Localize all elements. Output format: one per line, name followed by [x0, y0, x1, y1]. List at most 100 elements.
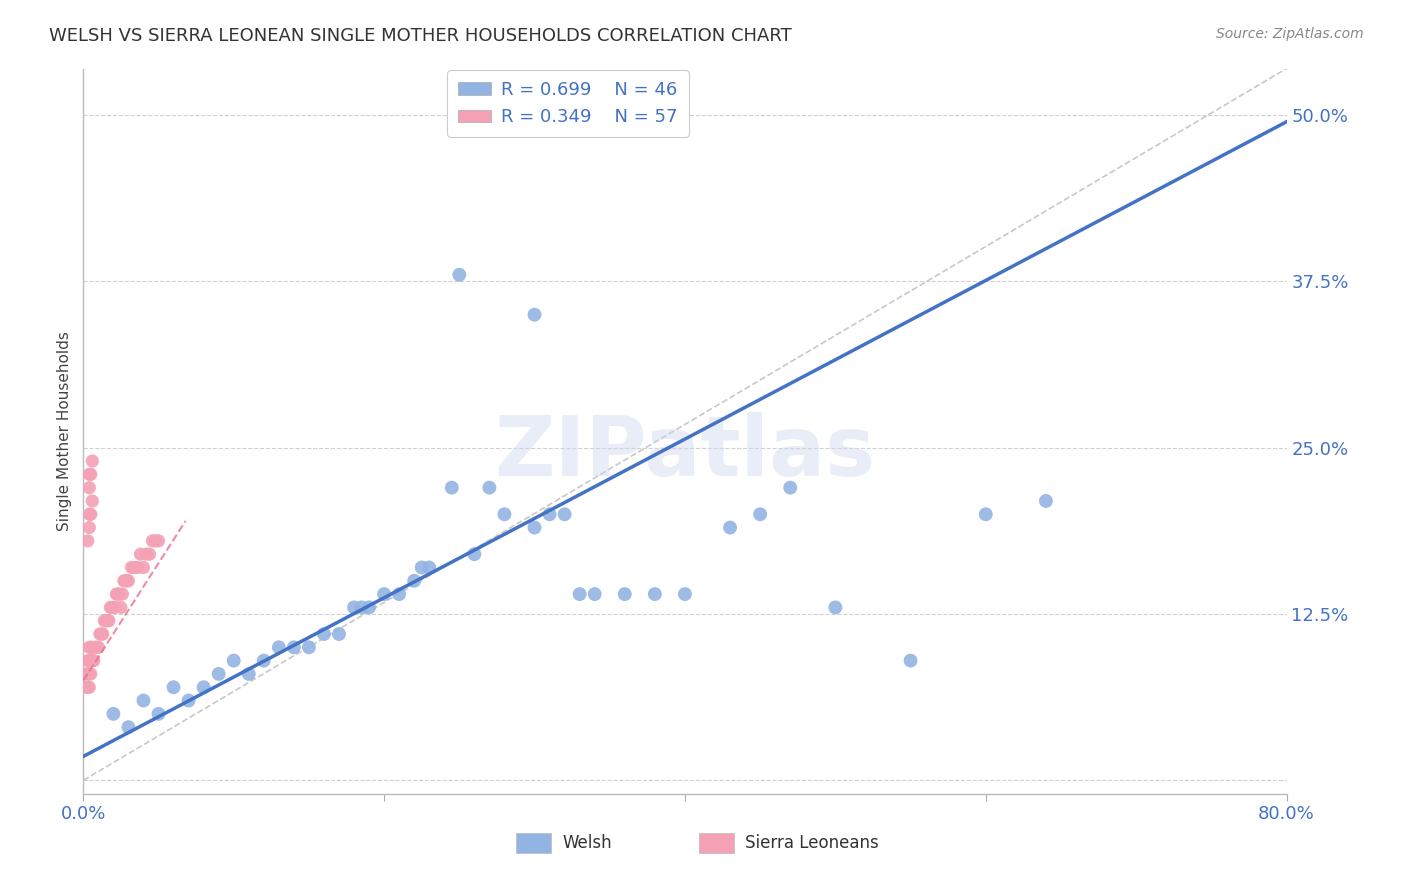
Point — [120, 560, 142, 574]
Point — [312, 627, 335, 641]
Point — [115, 574, 138, 588]
Point — [132, 693, 155, 707]
Point — [93, 614, 115, 628]
Point — [404, 574, 426, 588]
Point — [108, 587, 131, 601]
Point — [80, 467, 103, 482]
Point — [110, 600, 132, 615]
Point — [80, 508, 103, 522]
Text: ZIPatlas: ZIPatlas — [495, 412, 876, 493]
Point — [107, 587, 129, 601]
Point — [613, 587, 636, 601]
Point — [80, 640, 103, 655]
Y-axis label: Single Mother Households: Single Mother Households — [58, 331, 72, 531]
Point — [148, 533, 170, 548]
Point — [148, 706, 170, 721]
Point — [900, 654, 922, 668]
Point — [82, 454, 104, 468]
Text: WELSH VS SIERRA LEONEAN SINGLE MOTHER HOUSEHOLDS CORRELATION CHART: WELSH VS SIERRA LEONEAN SINGLE MOTHER HO… — [49, 27, 792, 45]
Point — [478, 481, 501, 495]
Text: Sierra Leoneans: Sierra Leoneans — [745, 834, 879, 852]
Point — [104, 600, 127, 615]
Point — [79, 640, 101, 655]
Point — [76, 667, 98, 681]
Point — [80, 654, 103, 668]
Point — [79, 520, 101, 534]
Point — [418, 560, 440, 574]
Point — [82, 654, 104, 668]
Point — [132, 560, 155, 574]
Point — [114, 574, 136, 588]
Point — [343, 600, 366, 615]
Point — [84, 640, 107, 655]
Point — [749, 508, 772, 522]
Point — [824, 600, 846, 615]
Point — [103, 600, 125, 615]
Point — [208, 667, 231, 681]
Point — [75, 680, 97, 694]
Text: Welsh: Welsh — [562, 834, 612, 852]
Point — [97, 614, 120, 628]
Point — [162, 680, 184, 694]
Point — [124, 560, 146, 574]
Point — [105, 587, 128, 601]
Point — [79, 467, 101, 482]
Point — [538, 508, 561, 522]
Point — [350, 600, 373, 615]
Point — [974, 508, 997, 522]
Point — [718, 520, 741, 534]
Point — [267, 640, 290, 655]
Point — [96, 614, 118, 628]
Point — [83, 654, 105, 668]
Point — [193, 680, 215, 694]
Point — [101, 600, 124, 615]
Point — [145, 533, 167, 548]
Point — [135, 547, 157, 561]
Point — [79, 481, 101, 495]
Text: Source: ZipAtlas.com: Source: ZipAtlas.com — [1216, 27, 1364, 41]
Point — [94, 614, 117, 628]
Point — [82, 640, 104, 655]
Point — [87, 640, 110, 655]
Point — [91, 627, 114, 641]
Point — [568, 587, 591, 601]
Point — [98, 600, 121, 615]
Point — [76, 680, 98, 694]
Point — [79, 680, 101, 694]
Point — [644, 587, 666, 601]
Point — [523, 520, 546, 534]
Point — [523, 308, 546, 322]
Point — [298, 640, 321, 655]
Point — [82, 494, 104, 508]
Point — [79, 654, 101, 668]
Point — [127, 560, 149, 574]
Point — [253, 654, 276, 668]
Point — [76, 654, 98, 668]
Point — [554, 508, 576, 522]
Point — [138, 547, 160, 561]
Point — [494, 508, 516, 522]
Point — [1064, 54, 1087, 69]
Point — [411, 560, 433, 574]
Point — [79, 667, 101, 681]
Point — [129, 547, 152, 561]
Point — [357, 600, 380, 615]
Point — [673, 587, 696, 601]
Point — [177, 693, 200, 707]
Point — [117, 720, 139, 734]
Point — [779, 481, 801, 495]
Point — [238, 667, 260, 681]
Point — [583, 587, 606, 601]
Point — [449, 268, 471, 282]
Point — [141, 533, 163, 548]
Point — [103, 706, 125, 721]
Point — [111, 587, 134, 601]
Point — [89, 627, 111, 641]
Point — [463, 547, 485, 561]
Point — [222, 654, 245, 668]
Point — [328, 627, 350, 641]
Point — [440, 481, 463, 495]
Point — [80, 667, 103, 681]
Point — [90, 627, 112, 641]
Point — [75, 667, 97, 681]
